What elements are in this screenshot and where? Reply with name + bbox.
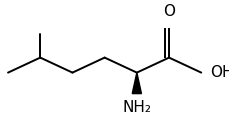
Text: O: O	[162, 4, 174, 19]
Text: OH: OH	[210, 65, 229, 80]
Polygon shape	[132, 73, 141, 94]
Text: NH₂: NH₂	[122, 100, 151, 115]
